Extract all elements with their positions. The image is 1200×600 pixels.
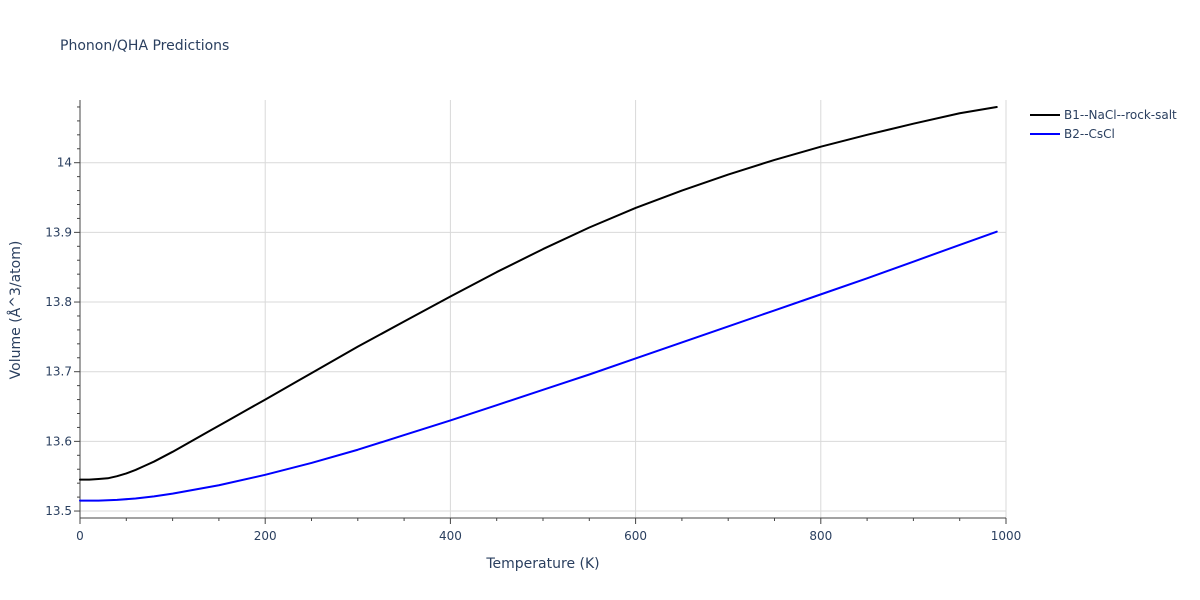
y-tick-label: 13.6 xyxy=(45,434,72,448)
x-tick-label: 800 xyxy=(809,529,832,543)
y-tick-label: 13.5 xyxy=(45,504,72,518)
x-tick-label: 400 xyxy=(439,529,462,543)
grid-layer xyxy=(80,100,1007,518)
x-tick-label: 1000 xyxy=(991,529,1022,543)
y-tick-label: 13.8 xyxy=(45,295,72,309)
x-tick-label: 600 xyxy=(624,529,647,543)
y-axis-title: Volume (Å^3/atom) xyxy=(7,241,24,380)
y-tick-label: 13.7 xyxy=(45,365,72,379)
x-tick-label: 0 xyxy=(76,529,84,543)
chart-title: Phonon/QHA Predictions xyxy=(60,38,229,54)
legend: B1--NaCl--rock-salt B2--CsCl xyxy=(1030,108,1177,141)
legend-label: B2--CsCl xyxy=(1064,127,1115,141)
series-line-1 xyxy=(79,105,998,481)
y-tick-label: 14 xyxy=(57,156,72,170)
x-axis-title: Temperature (K) xyxy=(485,556,599,572)
series-line-2 xyxy=(79,230,998,502)
legend-label: B1--NaCl--rock-salt xyxy=(1064,108,1177,122)
series-layer xyxy=(79,105,998,502)
y-tick-label: 13.9 xyxy=(45,225,72,239)
axes-layer xyxy=(74,100,1007,524)
ticks-layer: 0 200 400 600 800 1000 13.5 13.6 13.7 13.8 13.9 14 xyxy=(45,156,1021,543)
x-tick-label: 200 xyxy=(254,529,277,543)
